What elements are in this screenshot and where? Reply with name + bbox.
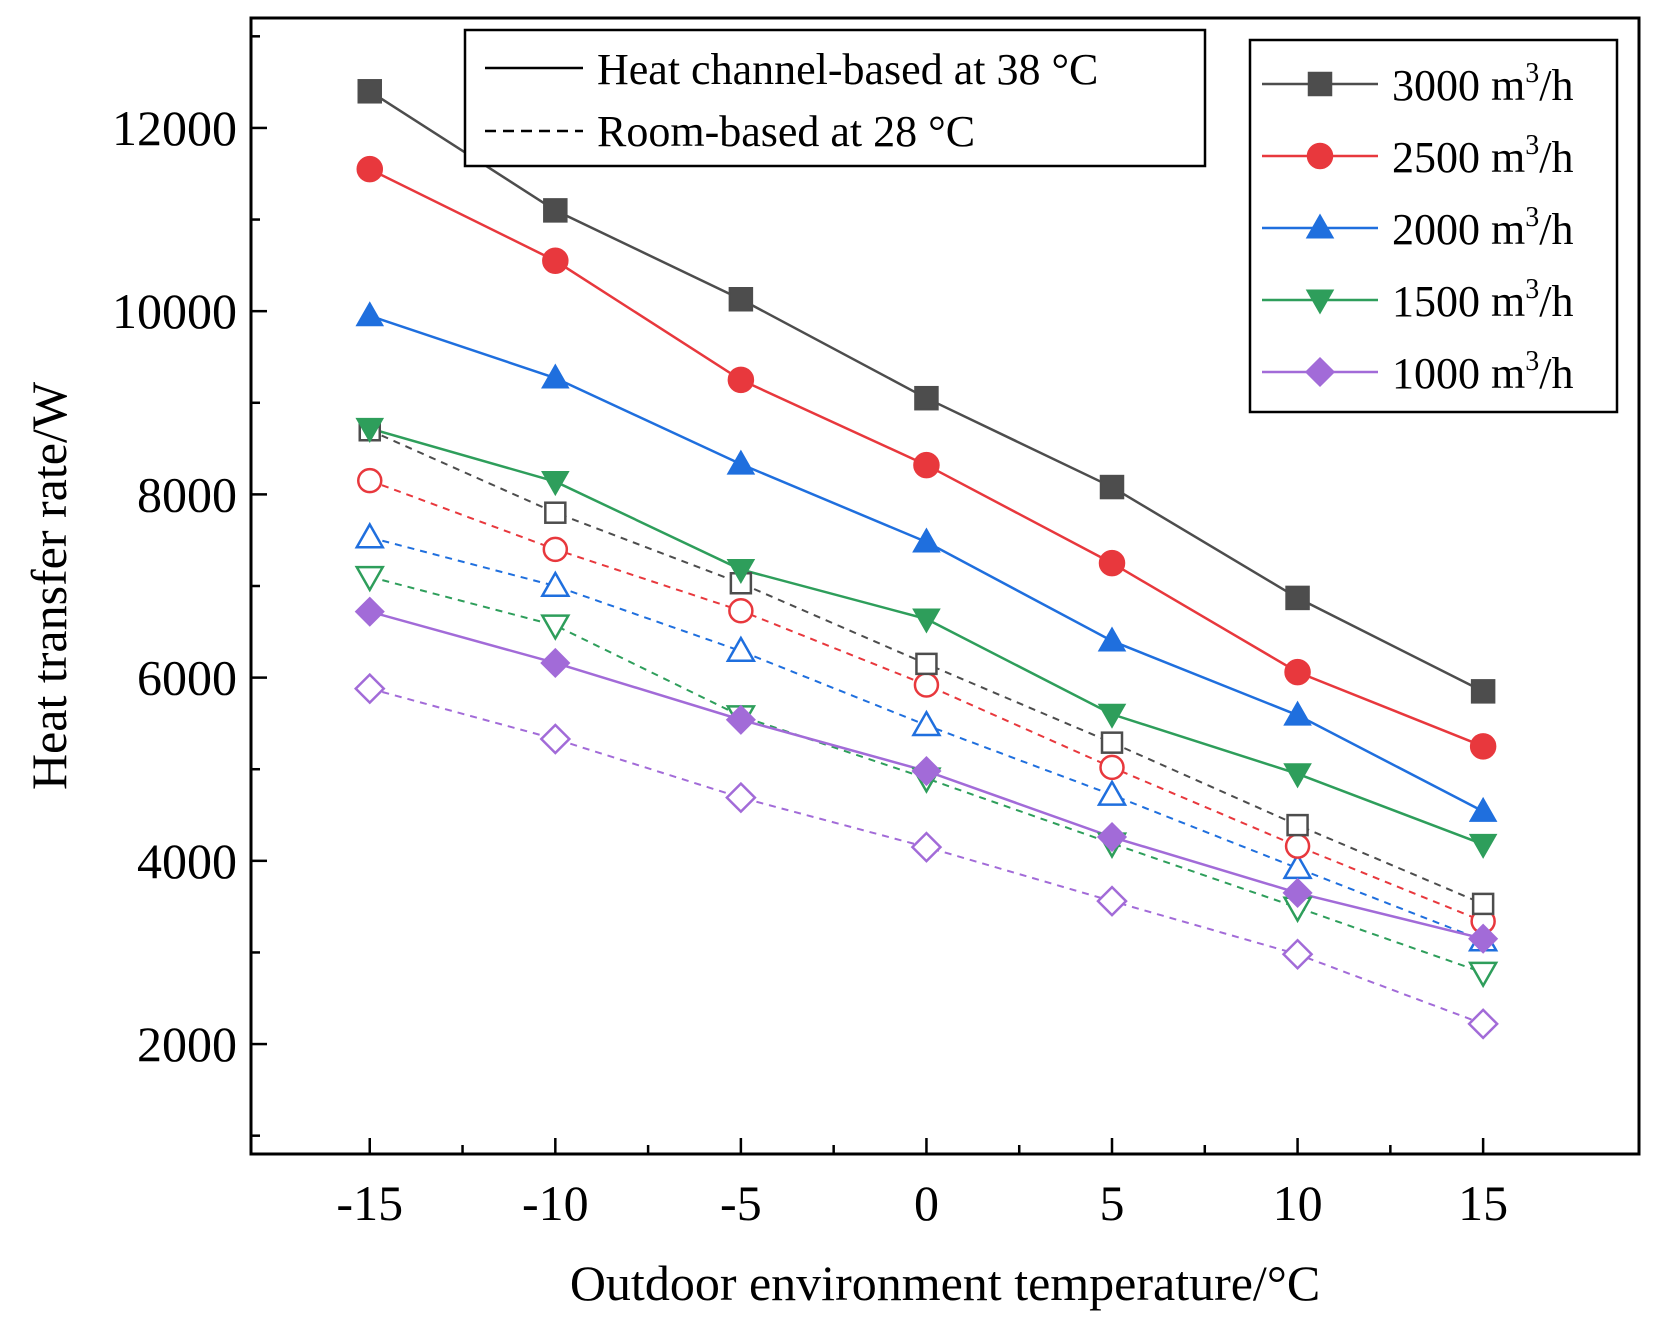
x-axis-ticks: -15 -10 -5 0 5 10 15 — [336, 1138, 1508, 1231]
y-tick-label: 12000 — [112, 100, 237, 156]
data-point-marker — [1286, 813, 1309, 837]
data-point-marker — [726, 449, 756, 475]
data-point-marker — [1467, 961, 1499, 989]
data-point-marker — [1471, 892, 1495, 916]
data-point-marker — [1285, 585, 1310, 611]
data-point-marker — [356, 155, 384, 183]
data-point-marker — [910, 831, 943, 863]
flow-legend-label: 2500 m3/h — [1392, 130, 1573, 182]
y-tick-label: 10000 — [112, 283, 237, 339]
data-point-marker — [1284, 833, 1311, 859]
data-point-marker — [542, 536, 569, 563]
data-point-marker — [726, 559, 756, 585]
data-point-marker — [540, 614, 571, 641]
data-point-marker — [540, 647, 571, 679]
data-point-marker — [357, 467, 383, 494]
x-tick-label: -10 — [522, 1175, 589, 1231]
style-legend-frame — [463, 28, 1207, 168]
data-point-marker — [1469, 733, 1497, 760]
y-axis-ticks: 2000 4000 6000 8000 10000 12000 — [112, 35, 267, 1137]
data-point-marker — [1100, 731, 1124, 754]
x-tick-label: -5 — [720, 1175, 762, 1231]
x-tick-label: 5 — [1100, 1175, 1125, 1231]
data-point-marker — [1099, 754, 1125, 781]
data-point-marker — [728, 597, 754, 624]
data-point-marker — [1283, 763, 1312, 789]
y-tick-label: 2000 — [137, 1016, 237, 1072]
data-point-marker — [728, 287, 754, 312]
flow-legend-marker — [1306, 142, 1334, 170]
data-point-marker — [1282, 877, 1313, 908]
data-point-marker — [914, 385, 939, 411]
flow-legend-frame — [1248, 38, 1619, 414]
data-point-marker — [912, 527, 941, 553]
y-tick-label: 8000 — [137, 466, 237, 522]
data-point-marker — [355, 301, 385, 327]
data-point-marker — [541, 471, 570, 497]
y-tick-label: 6000 — [137, 650, 237, 706]
data-point-marker — [913, 672, 940, 698]
flow-legend: 3000 m3/h 2500 m3/h 2000 m3/h 1500 m3/h 1000… — [1248, 38, 1619, 414]
data-point-marker — [1099, 474, 1125, 500]
data-point-marker — [1096, 885, 1128, 917]
data-point-marker — [1096, 779, 1128, 806]
data-point-marker — [357, 79, 383, 104]
flow-legend-marker — [1305, 213, 1335, 239]
data-point-marker — [911, 709, 942, 737]
data-point-marker — [911, 755, 942, 787]
x-tick-label: 0 — [914, 1175, 939, 1231]
flow-legend-label: 3000 m3/h — [1392, 58, 1573, 110]
data-point-marker — [727, 366, 755, 394]
data-point-marker — [1096, 821, 1128, 853]
x-tick-label: -15 — [336, 1175, 403, 1231]
data-point-marker — [725, 704, 756, 735]
legend-dashed-line-label: Room-based at 28 °C — [597, 107, 975, 156]
data-point-marker — [725, 781, 757, 814]
data-point-marker — [1470, 679, 1496, 704]
data-point-marker — [1097, 626, 1127, 652]
data-point-marker — [1468, 833, 1498, 859]
y-axis-title: Heat transfer rate/W — [21, 381, 77, 790]
data-point-marker — [913, 451, 940, 479]
data-point-marker — [1097, 703, 1127, 729]
flow-legend-marker — [1307, 71, 1333, 97]
data-point-marker — [1467, 1008, 1499, 1040]
data-point-marker — [355, 417, 385, 443]
data-point-marker — [725, 635, 757, 663]
flow-legend-marker — [1305, 289, 1335, 315]
flow-legend-label: 2000 m3/h — [1392, 202, 1573, 254]
data-point-marker — [1284, 658, 1311, 686]
data-point-marker — [1468, 796, 1498, 822]
series-markers — [353, 79, 1499, 1040]
data-point-marker — [915, 652, 938, 676]
style-legend: Heat channel-based at 38 °C Room-based a… — [463, 28, 1207, 168]
data-point-marker — [1281, 938, 1314, 971]
data-point-marker — [354, 565, 385, 593]
data-point-marker — [1468, 923, 1499, 954]
flow-legend-label: 1500 m3/h — [1392, 274, 1573, 326]
data-point-marker — [539, 723, 572, 755]
x-tick-label: 15 — [1458, 1175, 1508, 1231]
data-point-marker — [544, 501, 567, 524]
data-point-marker — [354, 596, 385, 627]
legend-solid-line-label: Heat channel-based at 38 °C — [597, 45, 1098, 94]
flow-legend-label: 1000 m3/h — [1392, 346, 1573, 398]
data-point-marker — [912, 608, 941, 634]
data-point-marker — [540, 570, 571, 597]
data-point-marker — [1283, 700, 1312, 726]
x-axis-title: Outdoor environment temperature/°C — [570, 1255, 1320, 1311]
flow-legend-marker — [1304, 356, 1336, 388]
x-tick-label: 10 — [1273, 1175, 1323, 1231]
data-point-marker — [353, 672, 386, 705]
y-tick-label: 4000 — [137, 833, 237, 889]
data-point-marker — [1098, 549, 1126, 577]
flow-legend-entries: 3000 m3/h 2500 m3/h 2000 m3/h 1500 m3/h 1000… — [1262, 58, 1573, 398]
data-point-marker — [543, 198, 568, 223]
data-point-marker — [542, 247, 569, 275]
data-point-marker — [354, 521, 385, 549]
data-point-marker — [541, 363, 570, 389]
